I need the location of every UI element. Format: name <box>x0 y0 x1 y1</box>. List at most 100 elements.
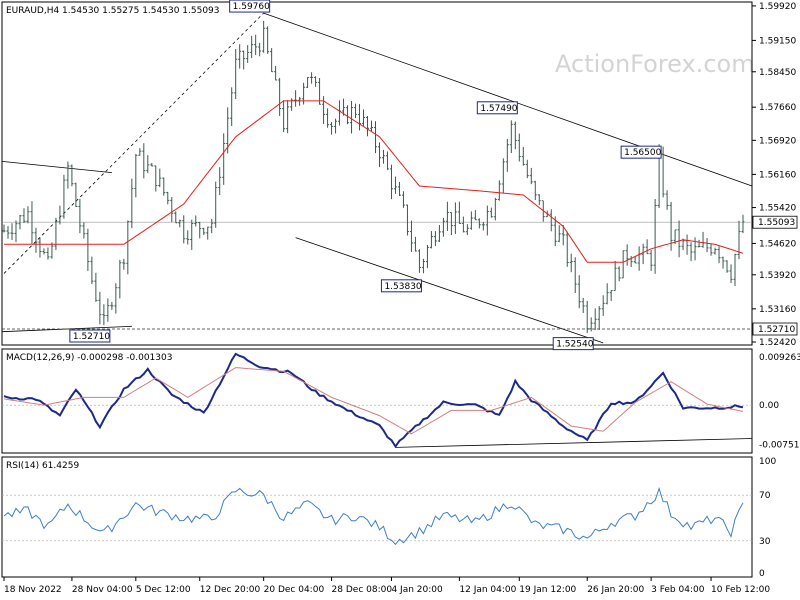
price-bar <box>689 242 693 262</box>
watermark: ActionForex.com <box>555 50 755 78</box>
price-bar <box>453 202 457 235</box>
price-bar <box>234 49 238 99</box>
price-bar <box>385 151 389 170</box>
x-tick-label: 28 Nov 04:00 <box>72 585 133 595</box>
price-bar <box>421 258 425 274</box>
x-tick-label: 5 Dec 12:00 <box>136 585 191 595</box>
price-bar <box>721 256 725 269</box>
price-bar <box>681 238 685 251</box>
price-bar <box>314 76 318 87</box>
price-bar <box>318 78 322 105</box>
price-bar <box>697 239 701 248</box>
price-bar <box>461 216 465 233</box>
price-bar <box>633 256 637 264</box>
price-bar <box>198 221 202 239</box>
last-price-badge-label: 1.55093 <box>758 218 795 228</box>
price-bar <box>110 302 114 310</box>
rsi-panel <box>1 456 753 578</box>
annotation-label: 1.52710 <box>73 332 110 342</box>
price-bar <box>565 231 569 267</box>
price-bar <box>685 234 689 255</box>
price-bar <box>397 181 401 197</box>
annotation-label: 1.53830 <box>384 282 421 292</box>
price-bar <box>393 176 397 194</box>
price-bar <box>250 35 254 59</box>
price-bar <box>10 223 14 240</box>
price-bar <box>469 211 473 230</box>
macd-panel <box>1 348 753 454</box>
macd-line <box>3 352 744 449</box>
price-bar <box>437 224 441 243</box>
price-bar <box>433 231 437 247</box>
trendline-upper <box>263 12 753 187</box>
price-bar <box>473 210 477 221</box>
x-tick-label: 26 Jan 20:00 <box>587 585 644 595</box>
rsi-tick-label: 30 <box>759 537 771 547</box>
price-bar <box>162 177 166 196</box>
annotation-box <box>552 337 594 351</box>
price-bar <box>497 180 501 201</box>
price-bar <box>74 182 78 208</box>
price-bar <box>485 205 489 236</box>
price-bar <box>214 181 218 228</box>
price-bar <box>62 174 66 219</box>
price-bar <box>405 204 409 236</box>
price-bar <box>413 236 417 252</box>
price-panel <box>1 1 753 346</box>
price-bar <box>114 283 118 314</box>
price-bar <box>170 197 174 223</box>
annotation-label: 1.56500 <box>624 148 661 158</box>
price-bar <box>373 121 377 154</box>
price-bar <box>617 266 621 282</box>
price-bar <box>238 44 242 69</box>
price-bar <box>354 103 358 118</box>
price-bar <box>118 259 122 299</box>
price-bar <box>517 133 521 162</box>
price-bar <box>338 100 342 126</box>
price-bar <box>358 104 362 131</box>
price-bar <box>389 164 393 200</box>
price-bar <box>346 105 350 125</box>
signal-line <box>3 367 744 435</box>
trendline-dashed <box>3 12 264 274</box>
price-header: EURAUD,H4 1.54530 1.55275 1.54530 1.5509… <box>6 6 220 16</box>
price-tick-label: 1.56160 <box>759 170 796 180</box>
price-bar <box>46 247 50 260</box>
price-bar <box>98 291 102 325</box>
price-bar <box>593 308 597 331</box>
macd-tick-label: 0.009263 <box>759 353 800 363</box>
price-bar <box>605 283 609 305</box>
price-bar <box>425 244 429 269</box>
price-bar <box>557 225 561 243</box>
price-bar <box>737 220 741 260</box>
price-bar <box>82 222 86 239</box>
price-bar <box>693 237 697 261</box>
price-bar <box>445 201 449 232</box>
price-bar <box>489 207 493 218</box>
price-bar <box>142 143 146 179</box>
price-tick-label: 1.52420 <box>759 338 796 348</box>
price-bar <box>218 167 222 195</box>
price-bar <box>42 248 46 255</box>
annotation-box <box>380 279 422 293</box>
price-bar <box>18 214 22 230</box>
price-bar <box>573 257 577 293</box>
price-bar <box>350 100 354 134</box>
price-bar <box>254 34 258 56</box>
price-bar <box>601 295 605 316</box>
price-bar <box>589 317 593 332</box>
price-bar <box>449 211 453 236</box>
price-bar <box>381 149 385 164</box>
price-bar <box>645 239 649 255</box>
rsi-line <box>3 486 744 546</box>
price-bar <box>366 115 370 137</box>
price-bar <box>286 100 290 134</box>
price-bar <box>477 218 481 229</box>
annotation-box <box>620 145 662 159</box>
trendline-base <box>1 325 132 333</box>
price-bar <box>194 215 198 227</box>
moving-average-line <box>4 100 744 263</box>
price-bar <box>134 153 138 198</box>
price-bar <box>138 148 142 156</box>
